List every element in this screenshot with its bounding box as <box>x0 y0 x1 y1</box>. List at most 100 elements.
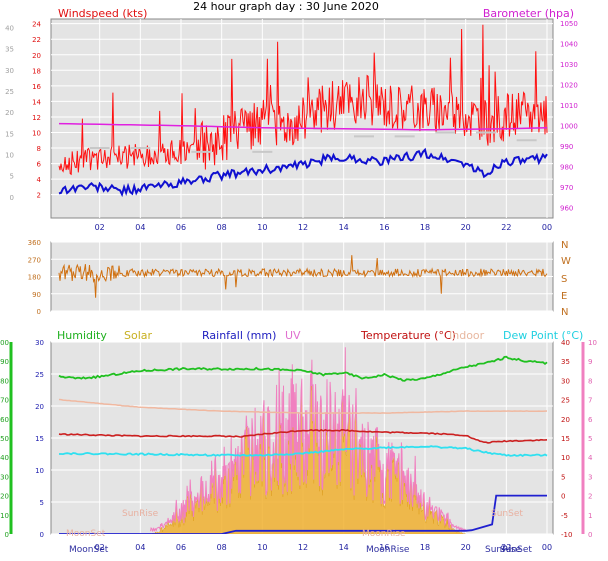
barometer-line <box>58 122 548 131</box>
legend-dew-point: Dew Point (°C) <box>503 329 583 342</box>
annotation-moonrise-1: MoonRise <box>362 529 406 539</box>
temperature-tick: 35 <box>561 358 570 366</box>
temperature-tick: 5 <box>561 473 565 481</box>
wind-x-tick: 20 <box>461 223 471 232</box>
temp-x-tick: 08 <box>217 543 227 552</box>
wind-left-grey-tick: 0 <box>10 194 14 202</box>
temperature-tick: -10 <box>561 531 572 539</box>
annotation-sunrise-2: SunRise <box>485 545 522 555</box>
wind-x-tick: 18 <box>420 223 430 232</box>
wind-x-tick: 10 <box>257 223 267 232</box>
barometer-tick: 980 <box>560 164 573 172</box>
wind-left-grey-tick: 40 <box>5 24 14 32</box>
barometer-label: Barometer (hpa) <box>483 7 574 20</box>
astro-annotations: MoonSet SunRise MoonRise SunSet MoonSet … <box>66 509 532 555</box>
temp-x-tick: 12 <box>298 543 308 552</box>
temp-x-tick: 18 <box>420 543 430 552</box>
temperature-tick: 30 <box>561 377 570 385</box>
uv-tick: 4 <box>588 454 593 462</box>
temperature-tick: 10 <box>561 454 570 462</box>
direction-compass-tick: E <box>561 291 567 302</box>
annotation-moonset-2: MoonSet <box>69 545 109 555</box>
annotation-moonrise-2: MoonRise <box>366 545 410 555</box>
direction-deg-tick: 0 <box>37 308 41 316</box>
rainfall-tick: 30 <box>35 339 44 347</box>
wind-panel-axes: 0510152025303540246810121416182022249609… <box>5 20 578 232</box>
wind-x-tick: 16 <box>379 223 389 232</box>
barometer-tick: 1010 <box>560 102 578 110</box>
wind-x-tick: 06 <box>176 223 186 232</box>
windspeed-label: Windspeed (kts) <box>58 7 147 20</box>
barometer-tick: 1030 <box>560 61 578 69</box>
annotation-sunset-1: SunSet <box>491 509 523 519</box>
humidity-tick: 10 <box>0 512 9 520</box>
humidity-tick: 60 <box>0 416 9 424</box>
wind-x-tick: 12 <box>298 223 308 232</box>
direction-compass-tick: N <box>561 240 568 251</box>
annotation-moonset-1: MoonSet <box>66 529 106 539</box>
temperature-tick: 0 <box>561 493 565 501</box>
wind-kts-tick: 2 <box>37 192 41 200</box>
temp-x-tick: 04 <box>135 543 145 552</box>
uv-tick: 10 <box>588 339 597 347</box>
wind-panel-series <box>58 24 548 198</box>
wind-direction-line <box>58 255 548 298</box>
uv-tick: 8 <box>588 377 592 385</box>
temperature-tick: 40 <box>561 339 570 347</box>
direction-deg-tick: 90 <box>32 291 41 299</box>
temp-panel-series <box>58 347 548 534</box>
uv-line <box>150 347 467 533</box>
wind-kts-tick: 6 <box>37 161 42 169</box>
wind-kts-tick: 8 <box>37 145 41 153</box>
wind-left-grey-tick: 30 <box>5 67 14 75</box>
temperature-humidity-panel: 0102030405060708090100051015202530-10-50… <box>0 329 597 555</box>
humidity-tick: 0 <box>5 531 9 539</box>
direction-compass-tick: S <box>561 274 567 285</box>
barometer-tick: 1000 <box>560 123 578 131</box>
wind-x-tick: 02 <box>95 223 105 232</box>
humidity-tick: 80 <box>0 377 9 385</box>
barometer-tick: 1050 <box>560 20 578 28</box>
wind-left-grey-tick: 10 <box>5 151 14 159</box>
uv-tick: 0 <box>588 531 592 539</box>
rainfall-tick: 15 <box>35 435 44 443</box>
wind-x-tick: 22 <box>501 223 511 232</box>
humidity-tick: 30 <box>0 473 9 481</box>
legend-uv: UV <box>285 329 301 342</box>
temp-x-tick: 16 <box>379 543 389 552</box>
temp-panel-legend: Humidity Solar Rainfall (mm) UV Temperat… <box>57 329 583 342</box>
legend-indoor: Indoor <box>449 329 485 342</box>
rainfall-line <box>59 494 547 534</box>
dew_point-line <box>59 445 548 457</box>
rainfall-tick: 0 <box>40 531 44 539</box>
humidity-tick: 100 <box>0 339 9 347</box>
wind-kts-tick: 22 <box>32 36 41 44</box>
wind-kts-tick: 12 <box>32 114 41 122</box>
wind-left-grey-tick: 35 <box>5 46 14 54</box>
direction-compass-tick: N <box>561 307 568 318</box>
uv-tick: 1 <box>588 512 592 520</box>
temperature-tick: 25 <box>561 397 570 405</box>
wind-x-tick: 04 <box>135 223 145 232</box>
temperature-line <box>58 428 548 444</box>
barometer-tick: 970 <box>560 184 573 192</box>
temperature-tick: 15 <box>561 435 570 443</box>
humidity-line <box>58 355 548 382</box>
rainfall-tick: 5 <box>40 499 44 507</box>
wind-kts-tick: 16 <box>32 83 41 91</box>
temp-x-tick: 14 <box>339 543 349 552</box>
temp-x-tick: 02 <box>95 543 105 552</box>
uv-tick: 9 <box>588 358 592 366</box>
wind-left-grey-tick: 15 <box>5 130 14 138</box>
uv-tick: 6 <box>588 416 593 424</box>
humidity-tick: 90 <box>0 358 9 366</box>
rainfall-tick: 10 <box>35 467 44 475</box>
wind-x-tick: 08 <box>217 223 227 232</box>
indoor-line <box>58 398 548 414</box>
uv-tick: 3 <box>588 473 592 481</box>
wind-kts-tick: 24 <box>32 21 41 29</box>
legend-humidity: Humidity <box>57 329 107 342</box>
